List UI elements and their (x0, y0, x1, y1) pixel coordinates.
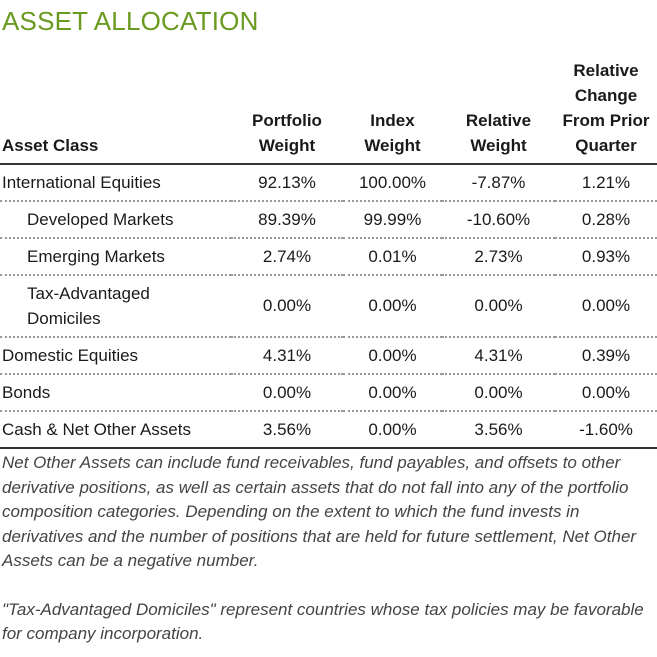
cell-portfolio-weight: 92.13% (231, 164, 343, 202)
header-portfolio-weight: Portfolio Weight (231, 58, 343, 165)
header-label: Relative (573, 61, 639, 80)
cell-portfolio-weight: 0.00% (231, 374, 343, 412)
cell-relative-change: 0.00% (555, 275, 657, 338)
cell-asset-class: Developed Markets (0, 201, 231, 239)
cell-index-weight: 0.00% (343, 411, 442, 449)
cell-portfolio-weight: 4.31% (231, 337, 343, 375)
cell-relative-weight: -10.60% (442, 201, 555, 239)
cell-asset-class-line: Tax-Advantaged (27, 284, 150, 303)
cell-relative-change: 1.21% (555, 164, 657, 202)
cell-relative-change: 0.28% (555, 201, 657, 239)
table-row-cash-net-other-assets: Cash & Net Other Assets 3.56% 0.00% 3.56… (0, 411, 657, 449)
footnote-tax-advantaged-domiciles: "Tax-Advantaged Domiciles" represent cou… (2, 599, 644, 644)
header-label: Quarter (575, 136, 637, 155)
cell-index-weight: 100.00% (343, 164, 442, 202)
cell-index-weight: 0.00% (343, 337, 442, 375)
cell-relative-weight: 3.56% (442, 411, 555, 449)
header-label: Asset Class (2, 136, 99, 155)
cell-relative-weight: 4.31% (442, 337, 555, 375)
table-row-developed-markets: Developed Markets 89.39% 99.99% -10.60% … (0, 201, 657, 239)
header-label: From Prior (562, 111, 650, 130)
cell-relative-change: -1.60% (555, 411, 657, 449)
cell-relative-change: 0.93% (555, 238, 657, 276)
cell-relative-change: 0.00% (555, 374, 657, 412)
header-label: Change (574, 86, 638, 105)
cell-index-weight: 0.00% (343, 374, 442, 412)
cell-index-weight: 99.99% (343, 201, 442, 239)
cell-asset-class: Emerging Markets (0, 238, 231, 276)
cell-relative-weight: 2.73% (442, 238, 555, 276)
cell-index-weight: 0.01% (343, 238, 442, 276)
cell-asset-class: Domestic Equities (0, 337, 231, 375)
cell-relative-change: 0.39% (555, 337, 657, 375)
header-label: Weight (258, 136, 316, 155)
asset-allocation-table: Asset Class Portfolio Weight Index Weigh… (0, 58, 657, 449)
header-label: Portfolio (252, 111, 322, 130)
cell-asset-class: Cash & Net Other Assets (0, 411, 231, 449)
cell-asset-class: Tax-Advantaged Domiciles (0, 275, 231, 338)
cell-asset-class: Bonds (0, 374, 231, 412)
cell-portfolio-weight: 3.56% (231, 411, 343, 449)
cell-portfolio-weight: 0.00% (231, 275, 343, 338)
table-row-bonds: Bonds 0.00% 0.00% 0.00% 0.00% (0, 374, 657, 412)
footnote-net-other-assets: Net Other Assets can include fund receiv… (2, 453, 637, 570)
header-relative-weight: Relative Weight (442, 58, 555, 165)
table-row-domestic-equities: Domestic Equities 4.31% 0.00% 4.31% 0.39… (0, 337, 657, 375)
header-label: Weight (364, 136, 421, 155)
cell-relative-weight: 0.00% (442, 374, 555, 412)
header-label: Weight (470, 136, 527, 155)
page-title: ASSET ALLOCATION (2, 6, 259, 36)
cell-relative-weight: -7.87% (442, 164, 555, 202)
table-row-tax-advantaged-domiciles: Tax-Advantaged Domiciles 0.00% 0.00% 0.0… (0, 275, 657, 338)
header-label: Relative (465, 111, 532, 130)
cell-relative-weight: 0.00% (442, 275, 555, 338)
cell-asset-class: International Equities (0, 164, 231, 202)
header-label: Index (370, 111, 415, 130)
table-row-international-equities: International Equities 92.13% 100.00% -7… (0, 164, 657, 202)
cell-portfolio-weight: 89.39% (231, 201, 343, 239)
cell-asset-class-line: Domiciles (27, 309, 101, 328)
header-index-weight: Index Weight (343, 58, 442, 165)
cell-portfolio-weight: 2.74% (231, 238, 343, 276)
cell-index-weight: 0.00% (343, 275, 442, 338)
table-header-row: Asset Class Portfolio Weight Index Weigh… (0, 58, 657, 165)
header-relative-change: Relative Change From Prior Quarter (555, 58, 657, 165)
footnotes: Net Other Assets can include fund receiv… (2, 451, 654, 647)
header-asset-class: Asset Class (0, 58, 231, 165)
table-row-emerging-markets: Emerging Markets 2.74% 0.01% 2.73% 0.93% (0, 238, 657, 276)
